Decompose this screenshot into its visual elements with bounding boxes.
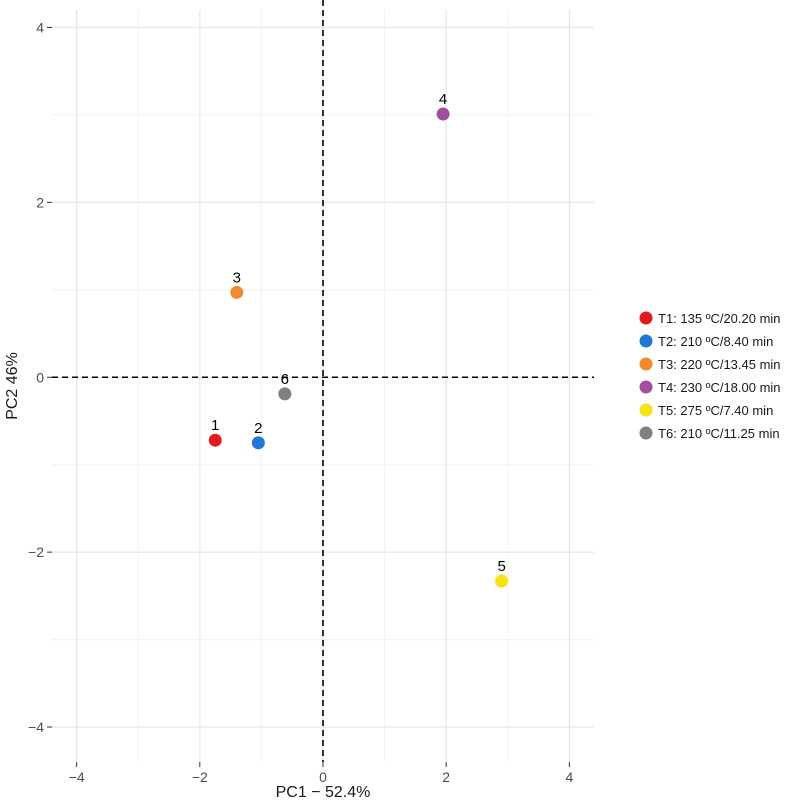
- legend-label-2: T2: 210 ºC/8.40 min: [658, 334, 773, 349]
- x-tick-label: 4: [565, 769, 573, 785]
- x-tick-label: 2: [442, 769, 450, 785]
- legend-label-1: T1: 135 ºC/20.20 min: [658, 311, 781, 326]
- y-tick-label: 4: [36, 19, 44, 35]
- y-tick-label: 2: [36, 194, 44, 210]
- x-tick-label: −2: [192, 769, 208, 785]
- axes: −4 −2 0 2 4 −4 −2 0 2 4: [28, 19, 573, 785]
- point-6: [278, 387, 292, 401]
- legend-label-6: T6: 210 ºC/11.25 min: [658, 426, 780, 441]
- x-axis-title: PC1 − 52.4%: [276, 784, 371, 801]
- legend-label-5: T5: 275 ºC/7.40 min: [658, 403, 773, 418]
- x-tick-label: 0: [319, 769, 327, 785]
- legend-label-3: T3: 220 ºC/13.45 min: [658, 357, 781, 372]
- point-label-3: 3: [233, 269, 241, 286]
- legend-label-4: T4: 230 ºC/18.00 min: [658, 380, 781, 395]
- legend-key-6: [639, 426, 653, 440]
- point-5: [495, 574, 509, 588]
- point-label-5: 5: [497, 558, 505, 575]
- point-label-2: 2: [254, 420, 262, 437]
- data-points: [208, 107, 509, 588]
- y-tick-label: −4: [28, 719, 44, 735]
- point-2: [251, 436, 265, 450]
- point-4: [436, 107, 450, 121]
- point-label-4: 4: [439, 91, 447, 108]
- legend-key-1: [639, 311, 653, 325]
- point-3: [230, 285, 244, 299]
- legend-key-2: [639, 334, 653, 348]
- point-labels: 1 2 3 4 5 6: [211, 91, 506, 575]
- legend-key-5: [639, 403, 653, 417]
- point-1: [208, 433, 222, 447]
- legend-key-4: [639, 380, 653, 394]
- legend: T1: 135 ºC/20.20 min T2: 210 ºC/8.40 min T…: [639, 311, 781, 441]
- x-tick-label: −4: [69, 769, 85, 785]
- reference-lines: [52, 0, 594, 762]
- point-label-1: 1: [211, 417, 219, 434]
- point-label-6: 6: [281, 371, 289, 388]
- legend-key-3: [639, 357, 653, 371]
- y-tick-label: 0: [36, 369, 44, 385]
- y-axis-title: PC2 46%: [4, 352, 21, 420]
- y-tick-label: −2: [28, 544, 44, 560]
